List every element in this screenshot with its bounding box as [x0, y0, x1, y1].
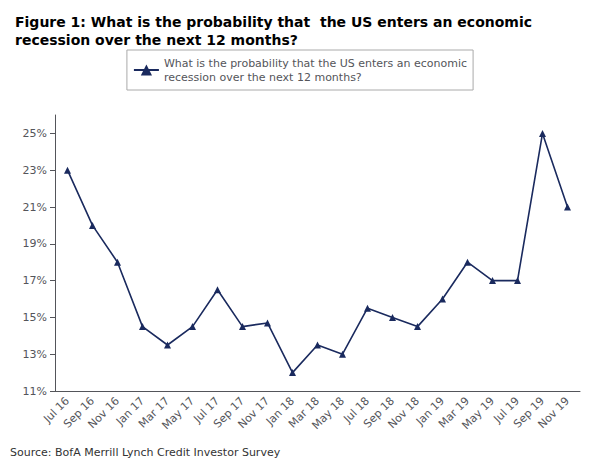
svg-text:Sep 18: Sep 18	[360, 394, 398, 431]
svg-text:Jan 17: Jan 17	[113, 394, 148, 428]
svg-text:Nov 16: Nov 16	[85, 394, 122, 431]
svg-text:17%: 17%	[23, 274, 47, 287]
svg-text:Figure 1: What is the probabil: Figure 1: What is the probability that t…	[15, 14, 532, 30]
svg-text:Jul 18: Jul 18	[341, 394, 373, 426]
svg-text:19%: 19%	[23, 237, 47, 250]
svg-text:Nov 18: Nov 18	[385, 394, 422, 431]
svg-text:recession over the next 12 mon: recession over the next 12 months?	[164, 71, 362, 84]
svg-text:May 18: May 18	[309, 394, 347, 432]
svg-text:Jul 17: Jul 17	[191, 394, 223, 426]
svg-text:Mar 19: Mar 19	[435, 394, 473, 431]
svg-text:Jul 19: Jul 19	[491, 394, 523, 426]
svg-text:Mar 18: Mar 18	[285, 394, 323, 431]
svg-text:May 19: May 19	[459, 394, 497, 432]
svg-text:Jan 19: Jan 19	[413, 394, 448, 428]
svg-text:15%: 15%	[23, 311, 47, 324]
svg-text:Mar 17: Mar 17	[135, 394, 173, 431]
svg-text:Jan 18: Jan 18	[263, 394, 298, 428]
svg-text:21%: 21%	[23, 201, 47, 214]
svg-text:Sep 16: Sep 16	[60, 394, 98, 431]
svg-text:11%: 11%	[23, 385, 47, 398]
svg-text:Jul 16: Jul 16	[41, 394, 73, 426]
svg-text:Source: BofA Merrill Lynch Cre: Source: BofA Merrill Lynch Credit Invest…	[10, 446, 281, 459]
svg-text:recession over the next 12 mon: recession over the next 12 months?	[15, 32, 298, 48]
svg-text:25%: 25%	[23, 127, 47, 140]
svg-text:23%: 23%	[23, 164, 47, 177]
svg-text:13%: 13%	[23, 348, 47, 361]
svg-text:Nov 19: Nov 19	[535, 394, 572, 431]
svg-text:Nov 17: Nov 17	[235, 394, 272, 431]
svg-text:What is the probability that t: What is the probability that the US ente…	[164, 57, 467, 70]
svg-text:May 17: May 17	[159, 394, 197, 432]
svg-text:Sep 19: Sep 19	[510, 394, 548, 431]
svg-text:Sep 17: Sep 17	[210, 394, 248, 431]
